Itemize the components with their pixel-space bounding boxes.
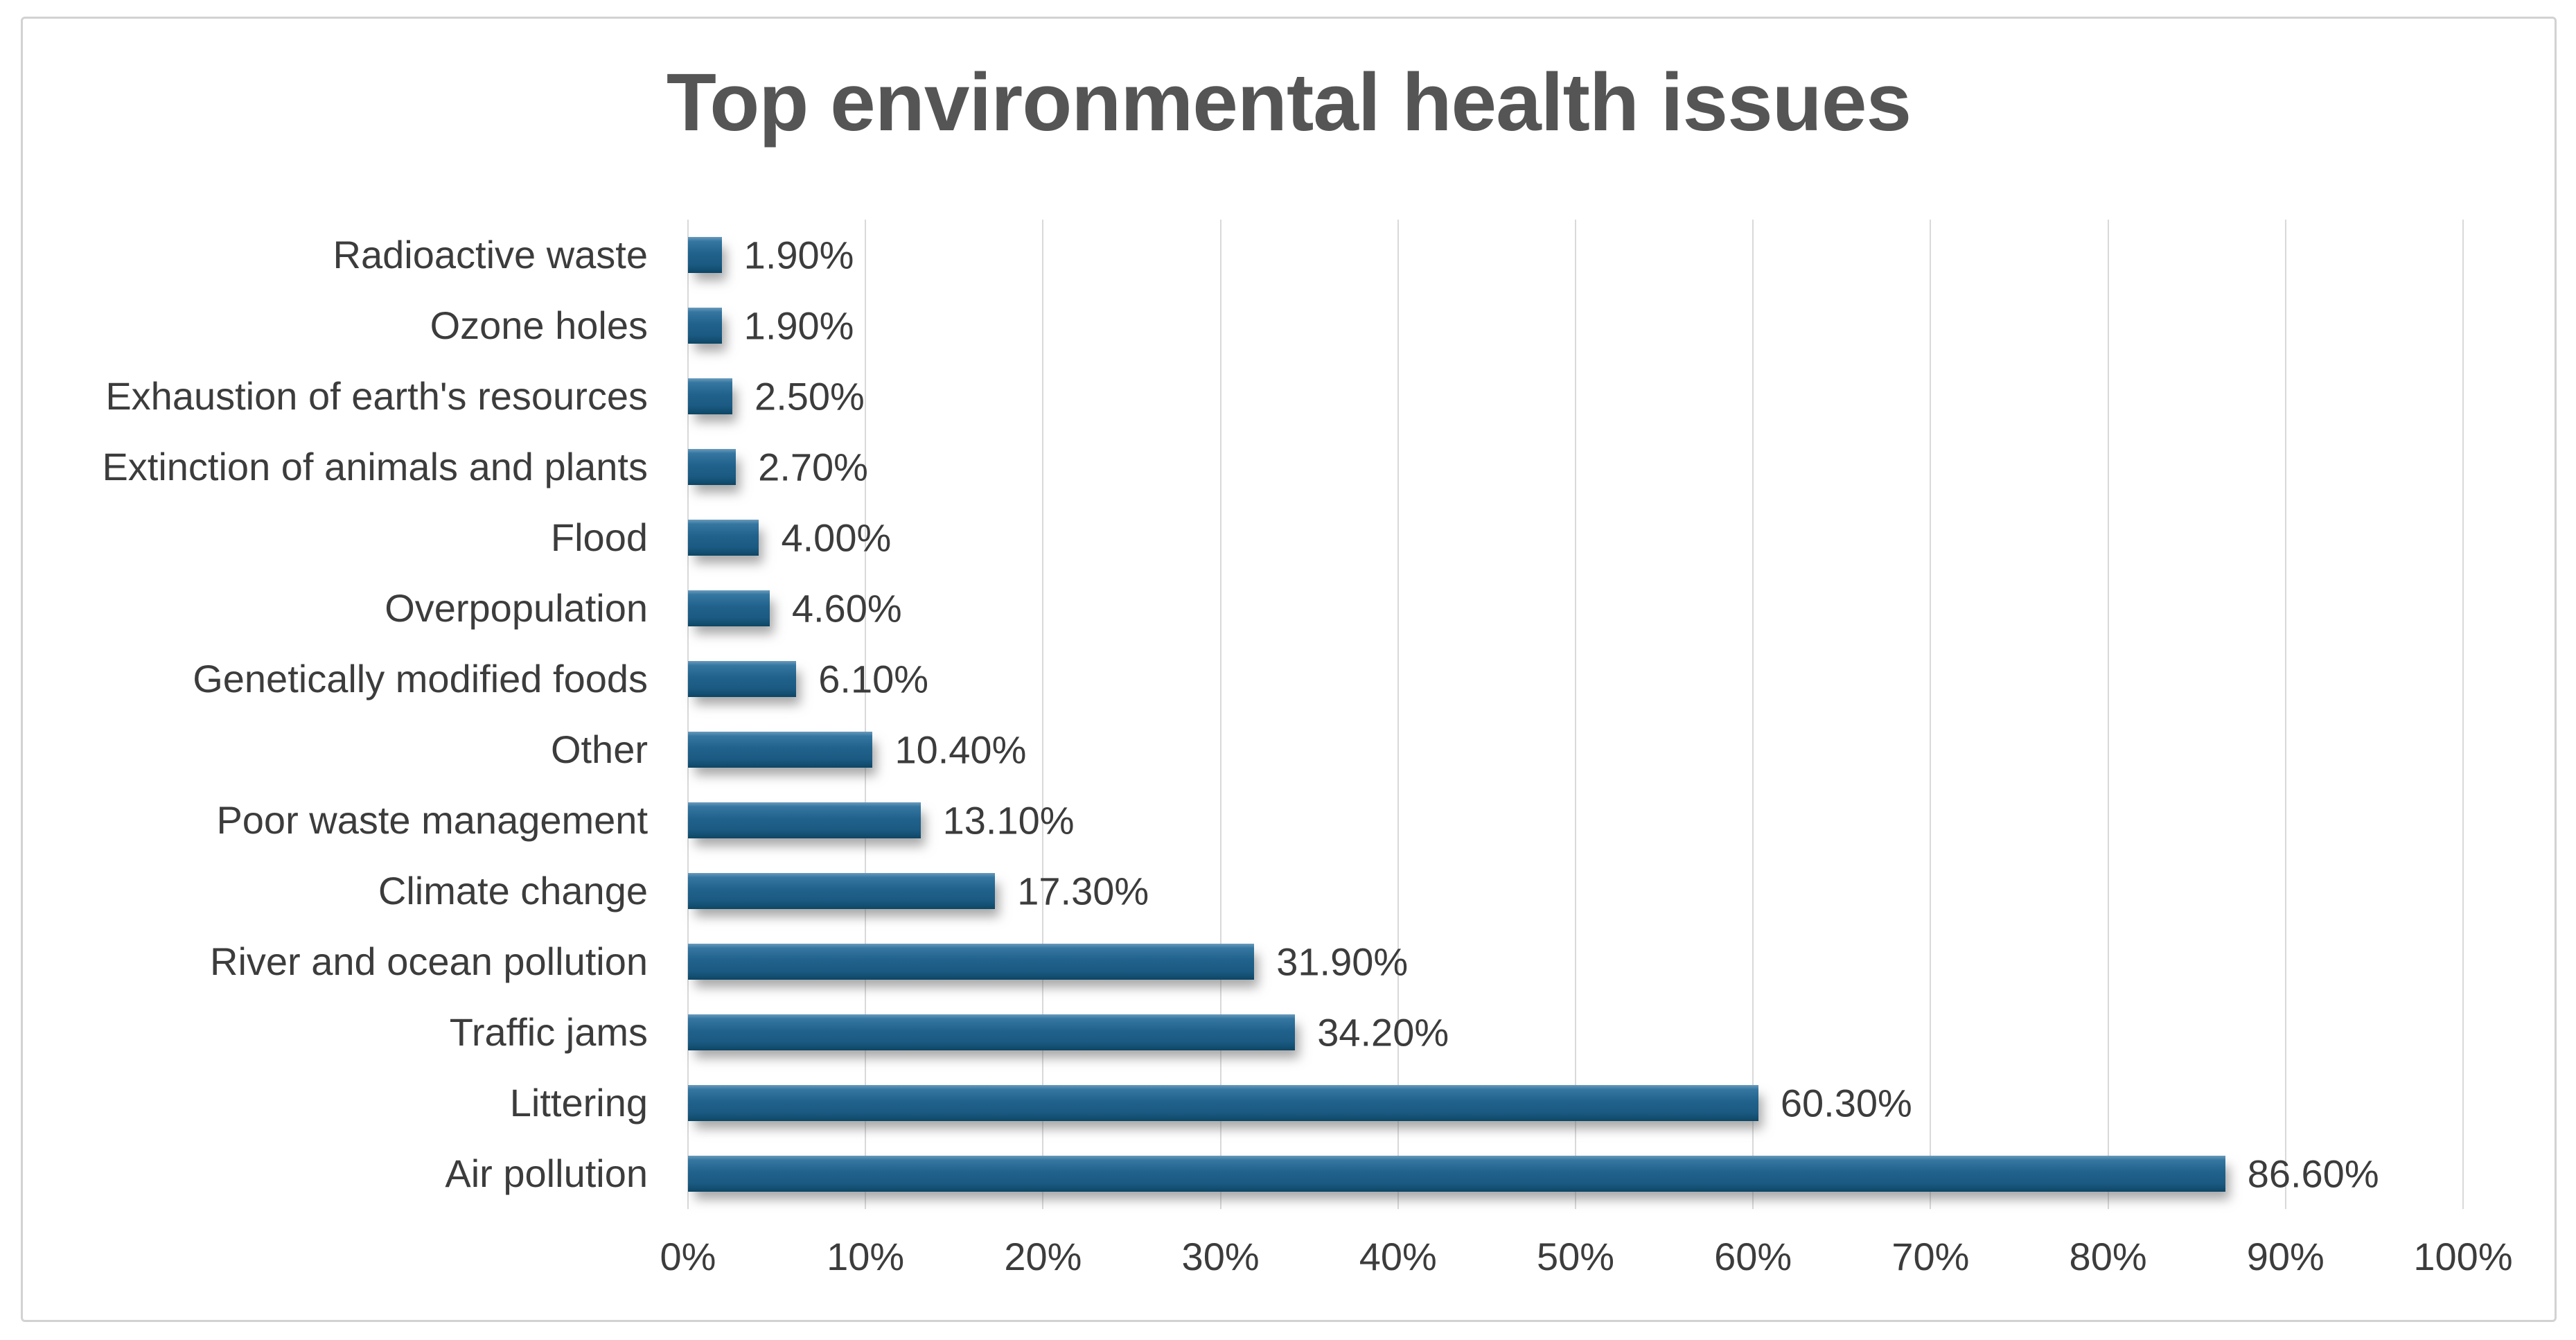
- x-tick-label: 70%: [1891, 1235, 1970, 1278]
- x-tick-label: 20%: [1004, 1235, 1082, 1278]
- value-label: 4.60%: [791, 586, 902, 631]
- x-tick-label: 60%: [1714, 1235, 1792, 1278]
- bar: [688, 520, 759, 556]
- gridline: [2462, 220, 2464, 1209]
- bar-row: Flood 4.00%: [23, 502, 2463, 573]
- value-label: 31.90%: [1276, 940, 1409, 984]
- chart-rows: Radioactive waste 1.90% Ozone holes 1.90…: [23, 220, 2463, 1209]
- bar: [688, 308, 722, 344]
- bar: [688, 802, 921, 838]
- category-label: River and ocean pollution: [210, 940, 648, 983]
- bar: [688, 944, 1255, 980]
- bar-track: 4.00%: [688, 502, 2463, 573]
- gridline: [1930, 220, 1932, 1209]
- bar: [688, 449, 736, 485]
- bar-row: Traffic jams 34.20%: [23, 997, 2463, 1068]
- gridline: [2107, 220, 2109, 1209]
- x-tick-label: 30%: [1181, 1235, 1260, 1278]
- bar-row: Other 10.40%: [23, 714, 2463, 785]
- bar-row: Air pollution 86.60%: [23, 1138, 2463, 1209]
- bar-track: 17.30%: [688, 856, 2463, 926]
- category-label: Radioactive waste: [333, 233, 648, 276]
- value-label: 86.60%: [2247, 1152, 2379, 1196]
- value-label: 6.10%: [818, 657, 929, 701]
- bar: [688, 661, 797, 697]
- bar: [688, 1156, 2225, 1192]
- x-tick-label: 40%: [1359, 1235, 1437, 1278]
- value-label: 4.00%: [781, 515, 892, 560]
- bar-track: 2.70%: [688, 432, 2463, 502]
- bar: [688, 873, 996, 909]
- bar: [688, 237, 722, 273]
- value-label: 10.40%: [894, 728, 1027, 772]
- gridline: [1219, 220, 1221, 1209]
- category-label: Other: [550, 728, 648, 771]
- value-label: 1.90%: [743, 303, 854, 348]
- value-label: 17.30%: [1017, 869, 1149, 913]
- category-label: Overpopulation: [385, 586, 648, 630]
- gridline: [2284, 220, 2286, 1209]
- category-label: Ozone holes: [430, 303, 648, 347]
- bar-row: Exhaustion of earth's resources 2.50%: [23, 361, 2463, 432]
- bar-track: 1.90%: [688, 290, 2463, 361]
- category-label: Extinction of animals and plants: [102, 445, 648, 488]
- gridlines: [687, 220, 2464, 1209]
- category-label: Air pollution: [445, 1152, 648, 1195]
- bar-row: Extinction of animals and plants 2.70%: [23, 432, 2463, 502]
- bar-track: 10.40%: [688, 714, 2463, 785]
- bar-track: 13.10%: [688, 785, 2463, 856]
- x-tick-label: 0%: [660, 1235, 716, 1278]
- bar-track: 31.90%: [688, 926, 2463, 997]
- category-label: Flood: [550, 515, 648, 559]
- bar-track: 6.10%: [688, 644, 2463, 714]
- bar-row: Radioactive waste 1.90%: [23, 220, 2463, 290]
- bar-row: Poor waste management 13.10%: [23, 785, 2463, 856]
- chart-frame: Top environmental health issues Radioact…: [21, 17, 2557, 1322]
- gridline: [865, 220, 867, 1209]
- category-label: Genetically modified foods: [193, 657, 648, 700]
- gridline: [1575, 220, 1576, 1209]
- gridline: [1752, 220, 1754, 1209]
- bar: [688, 590, 770, 626]
- bar-track: 34.20%: [688, 997, 2463, 1068]
- x-tick-label: 10%: [827, 1235, 905, 1278]
- x-tick-label: 90%: [2246, 1235, 2324, 1278]
- bar-row: Climate change 17.30%: [23, 856, 2463, 926]
- value-label: 1.90%: [743, 233, 854, 277]
- category-label: Exhaustion of earth's resources: [105, 374, 648, 418]
- value-label: 13.10%: [942, 798, 1075, 843]
- x-tick-label: 80%: [2069, 1235, 2147, 1278]
- bar: [688, 732, 873, 768]
- bar: [688, 1085, 1758, 1121]
- bar-track: 2.50%: [688, 361, 2463, 432]
- bar-row: Ozone holes 1.90%: [23, 290, 2463, 361]
- gridline: [1397, 220, 1399, 1209]
- value-label: 2.50%: [755, 374, 865, 418]
- bar: [688, 1014, 1296, 1050]
- category-label: Littering: [509, 1081, 648, 1125]
- bar: [688, 378, 733, 414]
- bar-row: Overpopulation 4.60%: [23, 573, 2463, 644]
- chart-title: Top environmental health issues: [666, 57, 1912, 148]
- bar-track: 1.90%: [688, 220, 2463, 290]
- category-label: Poor waste management: [216, 798, 648, 842]
- category-label: Climate change: [378, 869, 648, 913]
- value-label: 34.20%: [1317, 1010, 1449, 1055]
- x-tick-label: 50%: [1536, 1235, 1615, 1278]
- bar-track: 4.60%: [688, 573, 2463, 644]
- bar-track: 60.30%: [688, 1068, 2463, 1138]
- bar-row: Genetically modified foods 6.10%: [23, 644, 2463, 714]
- value-label: 60.30%: [1780, 1081, 1912, 1125]
- bar-track: 86.60%: [688, 1138, 2463, 1209]
- gridline: [687, 220, 689, 1209]
- value-label: 2.70%: [758, 445, 868, 489]
- gridline: [1042, 220, 1044, 1209]
- bar-chart: Radioactive waste 1.90% Ozone holes 1.90…: [23, 19, 2555, 1320]
- x-tick-label: 100%: [2413, 1235, 2513, 1278]
- category-label: Traffic jams: [449, 1010, 648, 1054]
- x-axis: 0% 10% 20% 30% 40% 50% 60% 70% 80% 90% 100%: [660, 1233, 2513, 1281]
- bar-row: Littering 60.30%: [23, 1068, 2463, 1138]
- bar-row: River and ocean pollution 31.90%: [23, 926, 2463, 997]
